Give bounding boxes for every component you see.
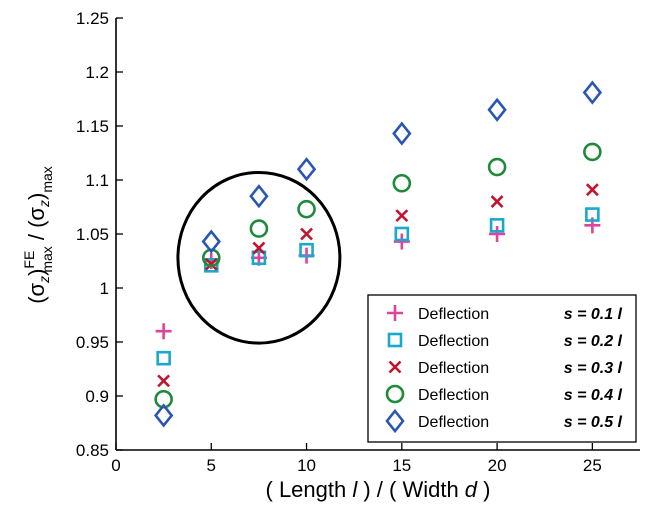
legend-marker-circle-icon <box>385 384 405 404</box>
data-point-circle <box>487 157 507 177</box>
y-tick-label: 0.9 <box>85 387 109 406</box>
y-tick-label: 1.15 <box>76 117 109 136</box>
x-tick-label: 0 <box>111 456 120 475</box>
data-point-plus <box>489 226 506 242</box>
data-point-diamond <box>487 97 507 122</box>
x-tick-label: 25 <box>583 456 602 475</box>
legend-series-name: Deflection <box>418 387 489 404</box>
data-point-diamond <box>249 184 269 209</box>
data-point-circle <box>583 142 602 162</box>
data-point-x <box>204 257 218 271</box>
data-point-diamond <box>153 403 174 428</box>
legend-item-4: Deflection s = 0.4 l <box>385 384 623 404</box>
data-point-square <box>585 207 600 222</box>
data-points <box>153 80 603 428</box>
data-point-x <box>585 183 599 197</box>
data-point-diamond <box>201 229 221 254</box>
data-point-circle <box>297 199 316 219</box>
y-axis-title: (σz)FE max / (σz)max <box>21 166 55 304</box>
legend-s-value: s = 0.1 l <box>564 306 623 323</box>
data-point-square <box>251 250 267 266</box>
x-tick-label: 5 <box>207 456 216 475</box>
series-2 <box>156 207 600 366</box>
y-tick-label: 1 <box>100 279 109 298</box>
data-point-square <box>394 226 410 242</box>
legend-marker-square-icon <box>387 332 403 348</box>
annotations <box>176 170 342 345</box>
data-point-plus <box>393 233 410 250</box>
data-point-circle <box>249 219 269 238</box>
legend-marker-plus-icon <box>387 305 403 321</box>
legend-item-2: Deflection s = 0.2 l <box>387 332 623 350</box>
series-5 <box>153 80 603 428</box>
y-tick-label: 1.05 <box>76 225 109 244</box>
data-point-x <box>490 195 504 209</box>
legend-item-5: Deflection s = 0.5 l <box>385 408 623 434</box>
x-tick-label: 20 <box>488 456 507 475</box>
data-point-circle <box>392 173 412 193</box>
legend-series-name: Deflection <box>418 414 489 431</box>
legend-series-name: Deflection <box>418 306 489 323</box>
tick-marks: 0 5 10 15 20 25 0.85 0.9 0.95 1 1.05 1.1 1.15 1.2 1.25 <box>76 9 602 475</box>
data-point-x <box>300 227 313 241</box>
data-point-square <box>299 242 314 258</box>
y-tick-label: 1.2 <box>85 63 109 82</box>
data-point-square <box>489 218 505 233</box>
data-point-x <box>157 374 171 388</box>
x-tick-label: 10 <box>297 456 316 475</box>
data-point-square <box>203 258 219 273</box>
data-point-diamond <box>296 157 317 182</box>
legend-item-1: Deflection s = 0.1 l <box>387 305 623 323</box>
data-point-diamond <box>582 80 603 105</box>
data-point-plus <box>155 323 172 340</box>
legend-marker-x-icon <box>388 360 402 374</box>
legend-s-value: s = 0.3 l <box>564 360 623 377</box>
x-axis-title: ( Length l ) / ( Width d ) <box>266 477 491 502</box>
data-point-x <box>252 241 266 255</box>
y-tick-label: 0.95 <box>76 333 109 352</box>
legend-s-value: s = 0.2 l <box>564 333 623 350</box>
highlight-circle <box>176 170 342 345</box>
y-tick-label: 1.1 <box>85 171 109 190</box>
legend-marker-diamond-icon <box>385 408 405 434</box>
y-tick-label: 1.25 <box>76 9 109 28</box>
x-tick-label: 15 <box>392 456 411 475</box>
series-3 <box>157 183 599 388</box>
data-point-square <box>156 350 171 366</box>
legend-s-value: s = 0.4 l <box>564 387 623 404</box>
legend-series-name: Deflection <box>418 333 489 350</box>
legend-s-value: s = 0.5 l <box>564 414 623 431</box>
legend-series-name: Deflection <box>418 360 489 377</box>
data-point-x <box>395 209 409 223</box>
legend-item-3: Deflection s = 0.3 l <box>388 360 623 377</box>
legend-box <box>367 294 637 443</box>
y-tick-label: 0.85 <box>76 441 109 460</box>
data-point-diamond <box>392 121 412 146</box>
